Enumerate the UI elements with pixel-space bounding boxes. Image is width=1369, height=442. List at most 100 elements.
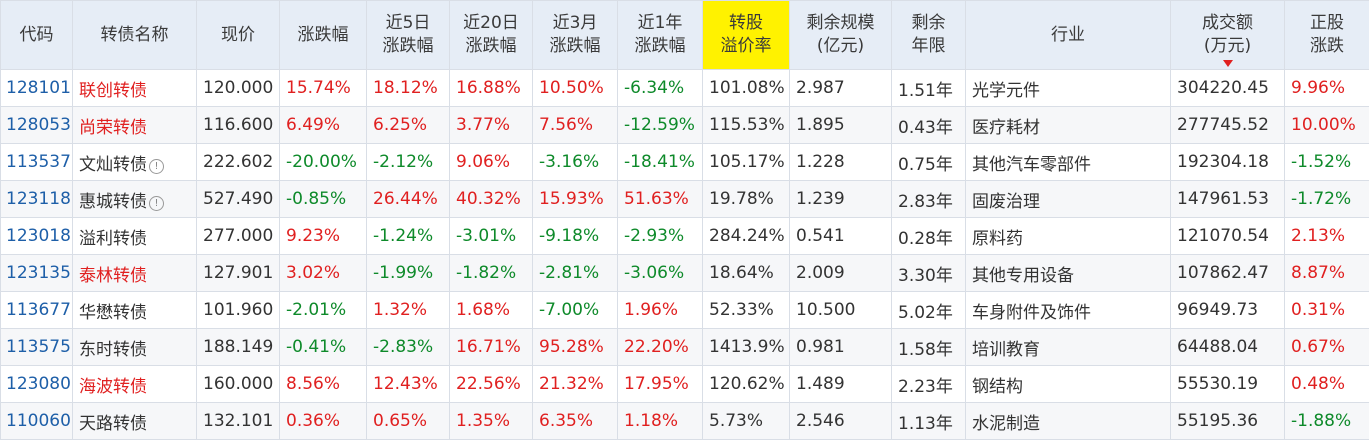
bond-name-cell[interactable]: 惠城转债!: [72, 180, 197, 218]
bond-name-cell[interactable]: 溢利转债: [72, 217, 197, 255]
premium-cell: 52.33%: [702, 291, 790, 329]
20d-change-cell: 1.68%: [449, 291, 533, 329]
table-row[interactable]: 123080 海波转债 160.000 8.56% 12.43% 22.56% 21.32%…: [0, 365, 1369, 403]
bond-code-link[interactable]: 128101: [0, 69, 73, 107]
5d-change-cell: 18.12%: [366, 69, 450, 107]
industry-cell: 培训教育: [965, 328, 1171, 366]
stock-change-cell: -1.52%: [1284, 143, 1369, 181]
table-body: 128101 联创转债 120.000 15.74% 18.12% 16.88% 10.50…: [0, 69, 1369, 440]
bond-name-link[interactable]: 溢利转债: [79, 228, 147, 249]
table-row[interactable]: 123018 溢利转债 277.000 9.23% -1.24% -3.01% -9.18%…: [0, 217, 1369, 255]
price-cell: 160.000: [196, 365, 280, 403]
3m-change-cell: 15.93%: [532, 180, 618, 218]
20d-change-cell: 3.77%: [449, 106, 533, 144]
header-1y-change[interactable]: 近1年 涨跌幅: [617, 0, 703, 70]
table-row[interactable]: 113677 华懋转债 101.960 -2.01% 1.32% 1.68% -7.00% 1…: [0, 291, 1369, 329]
header-change[interactable]: 涨跌幅: [279, 0, 367, 70]
years-cell: 1.58年: [891, 328, 966, 366]
premium-cell: 284.24%: [702, 217, 790, 255]
bond-name-cell[interactable]: 海波转债: [72, 365, 197, 403]
3m-change-cell: 21.32%: [532, 365, 618, 403]
bond-name-cell[interactable]: 华懋转债: [72, 291, 197, 329]
table-row[interactable]: 123118 惠城转债! 527.490 -0.85% 26.44% 40.32% 15.9…: [0, 180, 1369, 218]
bond-name-link[interactable]: 海波转债: [79, 376, 147, 397]
3m-change-cell: 7.56%: [532, 106, 618, 144]
bond-code-link[interactable]: 113677: [0, 291, 73, 329]
bond-code-link[interactable]: 123018: [0, 217, 73, 255]
5d-change-cell: 6.25%: [366, 106, 450, 144]
bond-name-link[interactable]: 东时转债: [79, 339, 147, 360]
bond-code-link[interactable]: 113575: [0, 328, 73, 366]
price-cell: 277.000: [196, 217, 280, 255]
premium-cell: 101.08%: [702, 69, 790, 107]
years-cell: 5.02年: [891, 291, 966, 329]
turnover-cell: 192304.18: [1170, 143, 1285, 181]
info-icon[interactable]: !: [149, 158, 164, 174]
bond-code-link[interactable]: 128053: [0, 106, 73, 144]
bond-name-link[interactable]: 天路转债: [79, 413, 147, 434]
bond-code-link[interactable]: 113537: [0, 143, 73, 181]
table-row[interactable]: 110060 天路转债 132.101 0.36% 0.65% 1.35% 6.35% 1.1…: [0, 402, 1369, 440]
header-remaining-scale[interactable]: 剩余规模 (亿元): [789, 0, 892, 70]
price-cell: 127.901: [196, 254, 280, 292]
header-20d-change[interactable]: 近20日 涨跌幅: [449, 0, 533, 70]
bond-code-link[interactable]: 123135: [0, 254, 73, 292]
bond-name-cell[interactable]: 尚荣转债: [72, 106, 197, 144]
price-cell: 222.602: [196, 143, 280, 181]
header-remaining-years[interactable]: 剩余 年限: [891, 0, 966, 70]
header-turnover[interactable]: 成交额 (万元): [1170, 0, 1285, 70]
bond-name-cell[interactable]: 东时转债: [72, 328, 197, 366]
bond-name-link[interactable]: 泰林转债: [79, 265, 147, 286]
header-3m-change[interactable]: 近3月 涨跌幅: [532, 0, 618, 70]
bond-name-link[interactable]: 尚荣转债: [79, 117, 147, 138]
industry-cell: 原料药: [965, 217, 1171, 255]
20d-change-cell: 16.88%: [449, 69, 533, 107]
bond-name-link[interactable]: 惠城转债: [79, 191, 147, 212]
bond-name-cell[interactable]: 泰林转债: [72, 254, 197, 292]
table-row[interactable]: 113537 文灿转债! 222.602 -20.00% -2.12% 9.06% -3.1…: [0, 143, 1369, 181]
bond-code-link[interactable]: 110060: [0, 402, 73, 440]
1y-change-cell: -12.59%: [617, 106, 703, 144]
header-name[interactable]: 转债名称: [72, 0, 197, 70]
stock-change-cell: -1.72%: [1284, 180, 1369, 218]
info-icon[interactable]: !: [149, 195, 164, 211]
bond-name-cell[interactable]: 天路转债: [72, 402, 197, 440]
stock-change-cell: 9.96%: [1284, 69, 1369, 107]
change-cell: 9.23%: [279, 217, 367, 255]
bond-name-link[interactable]: 华懋转债: [79, 302, 147, 323]
5d-change-cell: 0.65%: [366, 402, 450, 440]
1y-change-cell: 17.95%: [617, 365, 703, 403]
change-cell: -0.41%: [279, 328, 367, 366]
header-code[interactable]: 代码: [0, 0, 73, 70]
years-cell: 2.83年: [891, 180, 966, 218]
premium-cell: 1413.9%: [702, 328, 790, 366]
3m-change-cell: -9.18%: [532, 217, 618, 255]
header-price[interactable]: 现价: [196, 0, 280, 70]
turnover-cell: 55530.19: [1170, 365, 1285, 403]
change-cell: -0.85%: [279, 180, 367, 218]
turnover-cell: 107862.47: [1170, 254, 1285, 292]
table-row[interactable]: 128053 尚荣转债 116.600 6.49% 6.25% 3.77% 7.56% -12…: [0, 106, 1369, 144]
5d-change-cell: -2.12%: [366, 143, 450, 181]
premium-cell: 120.62%: [702, 365, 790, 403]
header-conversion-premium[interactable]: 转股 溢价率: [702, 0, 790, 70]
bond-code-link[interactable]: 123080: [0, 365, 73, 403]
bond-name-link[interactable]: 文灿转债: [79, 154, 147, 175]
header-stock-change[interactable]: 正股 涨跌: [1284, 0, 1369, 70]
turnover-cell: 55195.36: [1170, 402, 1285, 440]
years-cell: 1.51年: [891, 69, 966, 107]
change-cell: 0.36%: [279, 402, 367, 440]
stock-change-cell: 10.00%: [1284, 106, 1369, 144]
table-row[interactable]: 123135 泰林转债 127.901 3.02% -1.99% -1.82% -2.81%…: [0, 254, 1369, 292]
bond-name-cell[interactable]: 文灿转债!: [72, 143, 197, 181]
table-row[interactable]: 113575 东时转债 188.149 -0.41% -2.83% 16.71% 95.28…: [0, 328, 1369, 366]
header-industry[interactable]: 行业: [965, 0, 1171, 70]
table-row[interactable]: 128101 联创转债 120.000 15.74% 18.12% 16.88% 10.50…: [0, 69, 1369, 107]
header-5d-change[interactable]: 近5日 涨跌幅: [366, 0, 450, 70]
bond-name-link[interactable]: 联创转债: [79, 80, 147, 101]
bond-code-link[interactable]: 123118: [0, 180, 73, 218]
change-cell: 8.56%: [279, 365, 367, 403]
20d-change-cell: 1.35%: [449, 402, 533, 440]
bond-name-cell[interactable]: 联创转债: [72, 69, 197, 107]
